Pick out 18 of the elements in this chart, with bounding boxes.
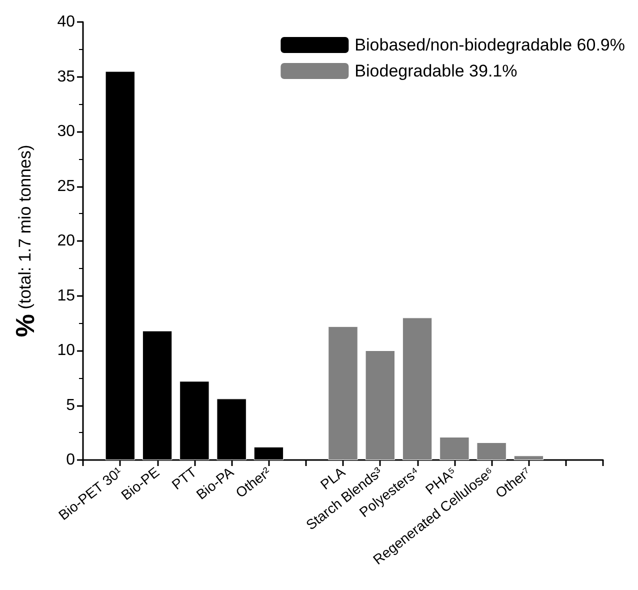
y-tick-label: 35 (57, 68, 76, 86)
y-tick-label: 25 (57, 178, 76, 195)
bar (440, 437, 470, 460)
y-tick-label: 10 (57, 342, 76, 359)
y-axis-title: % (total: 1.7 mio tonnes) (10, 144, 40, 338)
bar (365, 350, 395, 460)
y-tick-label: 30 (57, 123, 76, 140)
legend-label: Biodegradable 39.1% (354, 62, 518, 80)
y-tick-label: 20 (57, 232, 76, 250)
legend-label: Biobased/non-biodegradable 60.9% (354, 36, 626, 54)
bar (328, 326, 358, 460)
bar (402, 318, 432, 460)
y-tick-label: 0 (66, 452, 76, 468)
bar (476, 442, 506, 460)
y-tick-label: 5 (66, 396, 76, 414)
y-tick-label: 15 (57, 287, 76, 304)
y-tick-label: 40 (57, 14, 76, 30)
bar (514, 456, 544, 460)
